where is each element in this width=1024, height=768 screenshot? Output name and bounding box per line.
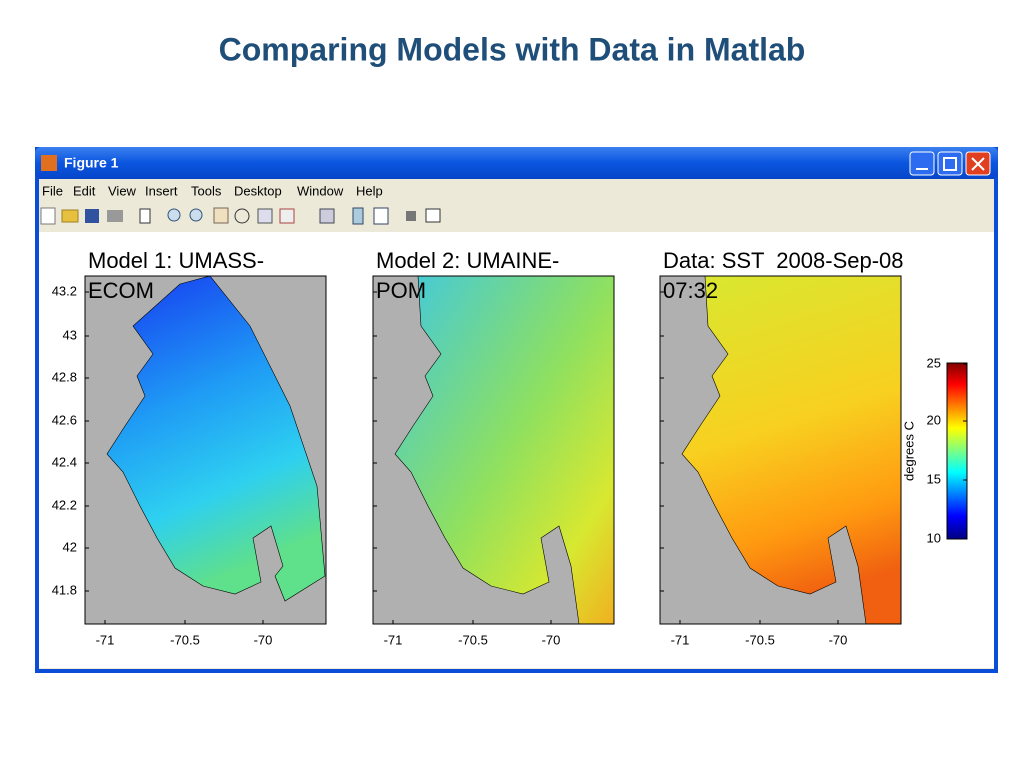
map-panel [84,275,327,625]
panel-title: Data: SST 2008-Sep-08 [663,248,904,273]
x-tick-label: -70 [254,632,273,647]
panel-title: Model 1: UMASS- [88,248,264,273]
menu-item[interactable]: View [108,183,137,198]
map-panel [372,275,615,625]
x-tick-label: -70 [829,632,848,647]
axes-box [659,275,902,625]
window-title: Figure 1 [64,155,119,171]
x-tick-label: -70.5 [170,632,200,647]
y-tick-label: 43 [63,327,77,342]
menu-item[interactable]: Tools [191,183,222,198]
colorbar-tick-label: 15 [927,471,941,486]
colorbar-label: degrees C [901,421,916,481]
x-tick-label: -71 [384,632,403,647]
title-bar [35,147,998,179]
x-tick-label: -70.5 [745,632,775,647]
menu-item[interactable]: Help [356,183,383,198]
y-tick-label: 41.8 [52,582,77,597]
app-icon [41,155,57,171]
y-tick-label: 42.2 [52,497,77,512]
y-tick-label: 42.6 [52,412,77,427]
menu-item[interactable]: Edit [73,183,96,198]
panel-title: 07:32 [663,278,718,303]
x-tick-label: -71 [671,632,690,647]
water [681,275,902,625]
water [106,275,326,602]
plots: Model 1: UMASS- ECOM -71 -70.5 -70 Model 2: U… [52,248,904,648]
colorbar [946,362,968,540]
maximize-button[interactable] [937,151,963,176]
panel-title: Model 2: UMAINE- [376,248,559,273]
map-panel [659,275,902,625]
menu-item[interactable]: File [42,183,63,198]
y-tick-label: 43.2 [52,283,77,298]
minimize-button[interactable] [909,151,935,176]
slide-title: Comparing Models with Data in Matlab [219,31,806,67]
colorbar-tick-label: 10 [927,530,941,545]
colorbar-tick-label: 20 [927,412,941,427]
panel-title: ECOM [88,278,154,303]
menu-bar: File Edit View Insert Tools Desktop Window Help [42,183,383,198]
y-tick-label: 42.4 [52,454,77,469]
menu-item[interactable]: Desktop [234,183,282,198]
axes-box [372,275,615,625]
colorbar-tick-label: 25 [927,355,941,370]
y-tick-label: 42.8 [52,369,77,384]
x-tick-label: -71 [96,632,115,647]
axes-box [84,275,327,625]
y-tick-label: 42 [63,539,77,554]
menu-item[interactable]: Insert [145,183,178,198]
window-button-glyphs [916,157,985,171]
x-tick-label: -70.5 [458,632,488,647]
menu-item[interactable]: Window [297,183,344,198]
panel-title: POM [376,278,426,303]
toolbar [40,207,441,225]
water [394,275,615,625]
x-tick-label: -70 [542,632,561,647]
